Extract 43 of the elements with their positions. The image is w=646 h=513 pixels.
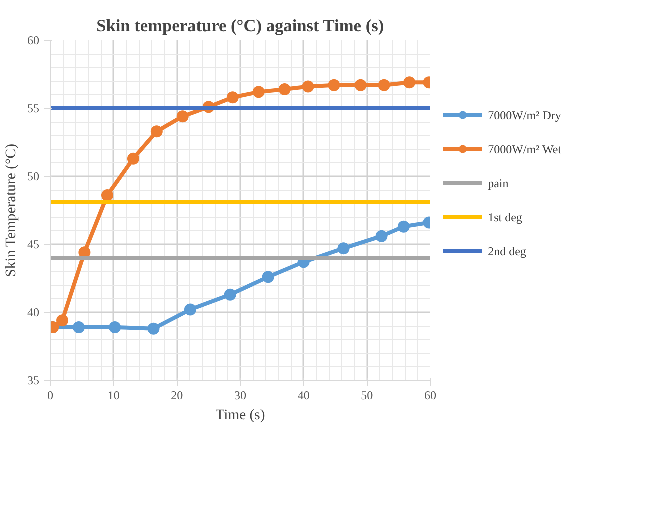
point	[184, 304, 196, 316]
y-tick-label: 55	[28, 102, 40, 116]
point	[338, 242, 350, 255]
point	[252, 86, 265, 98]
y-tick-label: 45	[28, 238, 40, 252]
chart-title: Skin temperature (°C) against Time (s)	[96, 16, 384, 36]
point	[354, 79, 367, 92]
legend-label: 2nd deg	[488, 244, 526, 258]
point	[102, 190, 114, 202]
point	[404, 76, 416, 89]
point	[109, 321, 122, 334]
y-tick-label: 35	[28, 374, 40, 388]
point	[376, 230, 388, 242]
point	[56, 314, 69, 327]
point	[127, 152, 140, 165]
point	[278, 83, 291, 96]
point	[262, 271, 274, 284]
point	[226, 92, 239, 104]
x-tick-label: 10	[108, 388, 120, 402]
y-axis-title: Skin Temperature (°C)	[4, 144, 20, 278]
legend-label: pain	[488, 176, 509, 190]
y-tick-label: 50	[28, 170, 40, 184]
y-tick-label: 40	[28, 306, 40, 320]
x-tick-label: 60	[424, 388, 436, 402]
x-axis-title: Time (s)	[216, 408, 266, 424]
point	[150, 126, 163, 138]
point	[176, 110, 189, 123]
x-tick-label: 50	[361, 388, 374, 402]
point	[148, 322, 160, 335]
x-tick-label: 0	[48, 388, 54, 402]
point	[398, 220, 410, 233]
point	[378, 79, 390, 92]
legend-label: 7000W/m² Wet	[488, 142, 562, 156]
point	[224, 288, 236, 301]
legend-label: 7000W/m² Dry	[488, 108, 562, 122]
point	[302, 80, 314, 93]
x-tick-label: 30	[234, 388, 246, 402]
y-tick-label: 60	[28, 34, 40, 48]
point	[328, 79, 340, 92]
x-tick-label: 20	[171, 388, 184, 402]
legend-label: 1st deg	[488, 210, 522, 224]
x-tick-label: 40	[298, 388, 310, 402]
point	[73, 321, 85, 334]
